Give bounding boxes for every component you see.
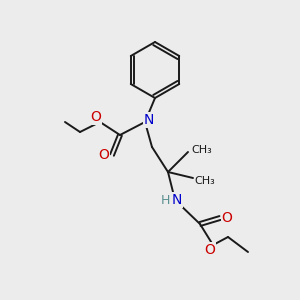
Text: N: N	[172, 193, 182, 207]
Text: N: N	[144, 113, 154, 127]
Text: CH₃: CH₃	[195, 176, 215, 186]
Text: CH₃: CH₃	[192, 145, 212, 155]
Text: O: O	[91, 110, 101, 124]
Text: H: H	[160, 194, 170, 206]
Text: O: O	[222, 211, 232, 225]
Text: O: O	[205, 243, 215, 257]
Text: O: O	[99, 148, 110, 162]
